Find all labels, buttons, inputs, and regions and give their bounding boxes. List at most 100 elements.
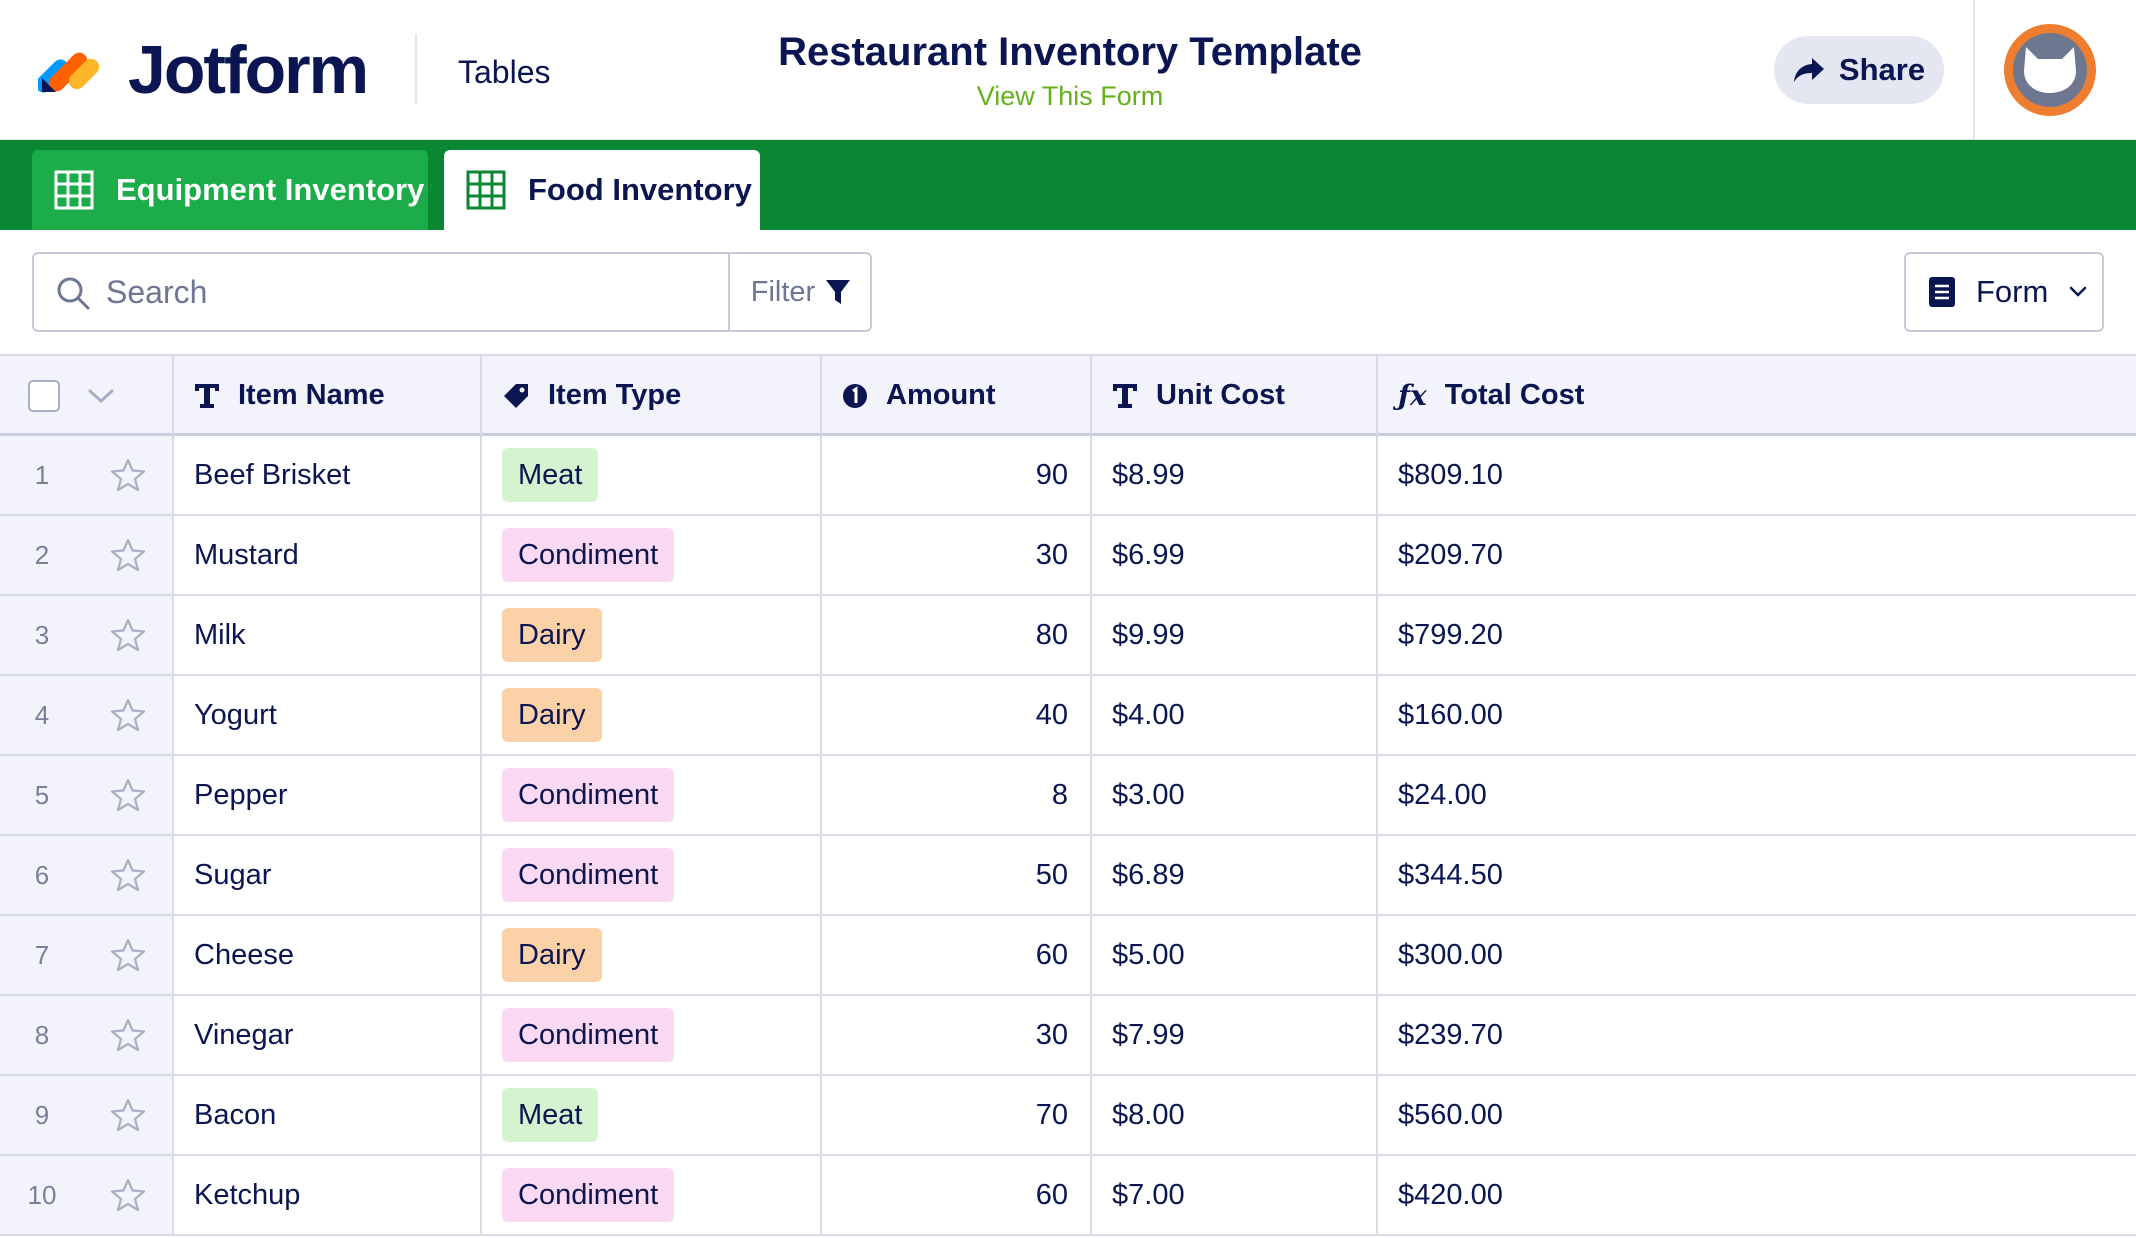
table-row[interactable]: 6 Sugar Condiment 50 $6.89 $344.50 bbox=[0, 836, 2136, 916]
select-all-column bbox=[0, 356, 174, 435]
cell-item-type[interactable]: Condiment bbox=[482, 516, 822, 594]
star-toggle[interactable] bbox=[84, 1076, 174, 1154]
form-view-button[interactable]: Form bbox=[1904, 252, 2104, 332]
cell-amount[interactable]: 30 bbox=[822, 996, 1092, 1074]
cell-total-cost[interactable]: $24.00 bbox=[1398, 778, 1487, 811]
cell-unit-cost[interactable]: $9.99 bbox=[1092, 596, 1378, 674]
star-toggle[interactable] bbox=[84, 756, 174, 834]
cell-item-name[interactable]: Cheese bbox=[174, 916, 482, 994]
star-toggle[interactable] bbox=[84, 836, 174, 914]
cell-amount[interactable]: 30 bbox=[822, 516, 1092, 594]
grid-icon bbox=[54, 170, 94, 210]
table-tabs: Equipment Inventory Food Inventory bbox=[0, 140, 2136, 230]
cell-item-type[interactable]: Meat bbox=[482, 436, 822, 514]
cell-amount[interactable]: 60 bbox=[822, 916, 1092, 994]
item-type-badge: Condiment bbox=[502, 768, 675, 822]
cell-item-type[interactable]: Dairy bbox=[482, 916, 822, 994]
cell-total-cost[interactable]: $300.00 bbox=[1398, 938, 1503, 971]
star-toggle[interactable] bbox=[84, 1156, 174, 1234]
table-row[interactable]: 2 Mustard Condiment 30 $6.99 $209.70 bbox=[0, 516, 2136, 596]
cell-unit-cost[interactable]: $3.00 bbox=[1092, 756, 1378, 834]
table-row[interactable]: 8 Vinegar Condiment 30 $7.99 $239.70 bbox=[0, 996, 2136, 1076]
cell-total-cost[interactable]: $799.20 bbox=[1398, 618, 1503, 651]
cell-item-name[interactable]: Beef Brisket bbox=[174, 436, 482, 514]
column-header-amount[interactable]: Amount bbox=[822, 356, 1092, 435]
star-toggle[interactable] bbox=[84, 436, 174, 514]
tab-food-inventory[interactable]: Food Inventory bbox=[444, 150, 760, 230]
table-row[interactable]: 3 Milk Dairy 80 $9.99 $799.20 bbox=[0, 596, 2136, 676]
tables-link[interactable]: Tables bbox=[458, 54, 551, 90]
cell-item-name[interactable]: Mustard bbox=[174, 516, 482, 594]
cell-item-type[interactable]: Condiment bbox=[482, 836, 822, 914]
star-toggle[interactable] bbox=[84, 916, 174, 994]
cell-amount[interactable]: 90 bbox=[822, 436, 1092, 514]
cell-unit-cost[interactable]: $6.99 bbox=[1092, 516, 1378, 594]
star-toggle[interactable] bbox=[84, 676, 174, 754]
cell-item-name[interactable]: Vinegar bbox=[174, 996, 482, 1074]
cell-unit-cost[interactable]: $8.99 bbox=[1092, 436, 1378, 514]
tab-equipment-inventory[interactable]: Equipment Inventory bbox=[32, 150, 428, 230]
filter-button[interactable]: Filter bbox=[728, 254, 872, 330]
cell-total-cost[interactable]: $420.00 bbox=[1398, 1178, 1503, 1211]
table-row[interactable]: 9 Bacon Meat 70 $8.00 $560.00 bbox=[0, 1076, 2136, 1156]
cell-unit-cost[interactable]: $6.89 bbox=[1092, 836, 1378, 914]
cell-item-type[interactable]: Dairy bbox=[482, 676, 822, 754]
page-title: Restaurant Inventory Template bbox=[778, 30, 1362, 74]
cell-item-name[interactable]: Bacon bbox=[174, 1076, 482, 1154]
item-type-badge: Meat bbox=[502, 1088, 599, 1142]
avatar[interactable] bbox=[2004, 24, 2096, 116]
brand-name[interactable]: Jotform bbox=[128, 32, 369, 108]
cell-item-name[interactable]: Pepper bbox=[174, 756, 482, 834]
cell-total-cost[interactable]: $239.70 bbox=[1398, 1018, 1503, 1051]
column-header-total-cost[interactable]: ƒx Total Cost bbox=[1378, 356, 2136, 435]
cell-item-name[interactable]: Sugar bbox=[174, 836, 482, 914]
table-row[interactable]: 7 Cheese Dairy 60 $5.00 $300.00 bbox=[0, 916, 2136, 996]
cell-amount[interactable]: 80 bbox=[822, 596, 1092, 674]
row-index: 10 bbox=[0, 1156, 84, 1234]
star-toggle[interactable] bbox=[84, 996, 174, 1074]
column-header-item-name[interactable]: Item Name bbox=[174, 356, 482, 435]
cell-unit-cost[interactable]: $7.99 bbox=[1092, 996, 1378, 1074]
cell-amount[interactable]: 40 bbox=[822, 676, 1092, 754]
row-index: 6 bbox=[0, 836, 84, 914]
cell-total-cost[interactable]: $344.50 bbox=[1398, 858, 1503, 891]
cell-item-name[interactable]: Yogurt bbox=[174, 676, 482, 754]
cell-unit-cost[interactable]: $7.00 bbox=[1092, 1156, 1378, 1234]
cell-total-cost[interactable]: $209.70 bbox=[1398, 538, 1503, 571]
cell-item-name[interactable]: Ketchup bbox=[174, 1156, 482, 1234]
cell-unit-cost[interactable]: $4.00 bbox=[1092, 676, 1378, 754]
select-all-checkbox[interactable] bbox=[28, 379, 60, 412]
cell-amount[interactable]: 50 bbox=[822, 836, 1092, 914]
cell-item-type[interactable]: Meat bbox=[482, 1076, 822, 1154]
share-button[interactable]: Share bbox=[1774, 36, 1944, 104]
row-index: 4 bbox=[0, 676, 84, 754]
cell-total-cost[interactable]: $160.00 bbox=[1398, 698, 1503, 731]
column-header-item-type[interactable]: Item Type bbox=[482, 356, 822, 435]
search-input[interactable] bbox=[106, 264, 716, 320]
text-icon bbox=[1113, 383, 1137, 408]
cell-item-type[interactable]: Dairy bbox=[482, 596, 822, 674]
cell-unit-cost[interactable]: $8.00 bbox=[1092, 1076, 1378, 1154]
item-type-badge: Meat bbox=[502, 448, 599, 502]
jotform-logo-icon[interactable] bbox=[38, 34, 108, 104]
cell-item-name[interactable]: Milk bbox=[174, 596, 482, 674]
column-header-unit-cost[interactable]: Unit Cost bbox=[1092, 356, 1378, 435]
table-row[interactable]: 5 Pepper Condiment 8 $3.00 $24.00 bbox=[0, 756, 2136, 836]
cell-item-type[interactable]: Condiment bbox=[482, 1156, 822, 1234]
cell-item-type[interactable]: Condiment bbox=[482, 756, 822, 834]
cell-unit-cost[interactable]: $5.00 bbox=[1092, 916, 1378, 994]
view-form-link[interactable]: View This Form bbox=[976, 81, 1164, 111]
cell-item-type[interactable]: Condiment bbox=[482, 996, 822, 1074]
table-row[interactable]: 4 Yogurt Dairy 40 $4.00 $160.00 bbox=[0, 676, 2136, 756]
cell-amount[interactable]: 70 bbox=[822, 1076, 1092, 1154]
cell-amount[interactable]: 8 bbox=[822, 756, 1092, 834]
item-type-badge: Dairy bbox=[502, 928, 602, 982]
table-row[interactable]: 10 Ketchup Condiment 60 $7.00 $420.00 bbox=[0, 1156, 2136, 1236]
star-toggle[interactable] bbox=[84, 596, 174, 674]
cell-total-cost[interactable]: $809.10 bbox=[1398, 458, 1503, 491]
table-row[interactable]: 1 Beef Brisket Meat 90 $8.99 $809.10 bbox=[0, 436, 2136, 516]
cell-amount[interactable]: 60 bbox=[822, 1156, 1092, 1234]
star-toggle[interactable] bbox=[84, 516, 174, 594]
chevron-down-icon[interactable] bbox=[86, 387, 116, 405]
cell-total-cost[interactable]: $560.00 bbox=[1398, 1098, 1503, 1131]
